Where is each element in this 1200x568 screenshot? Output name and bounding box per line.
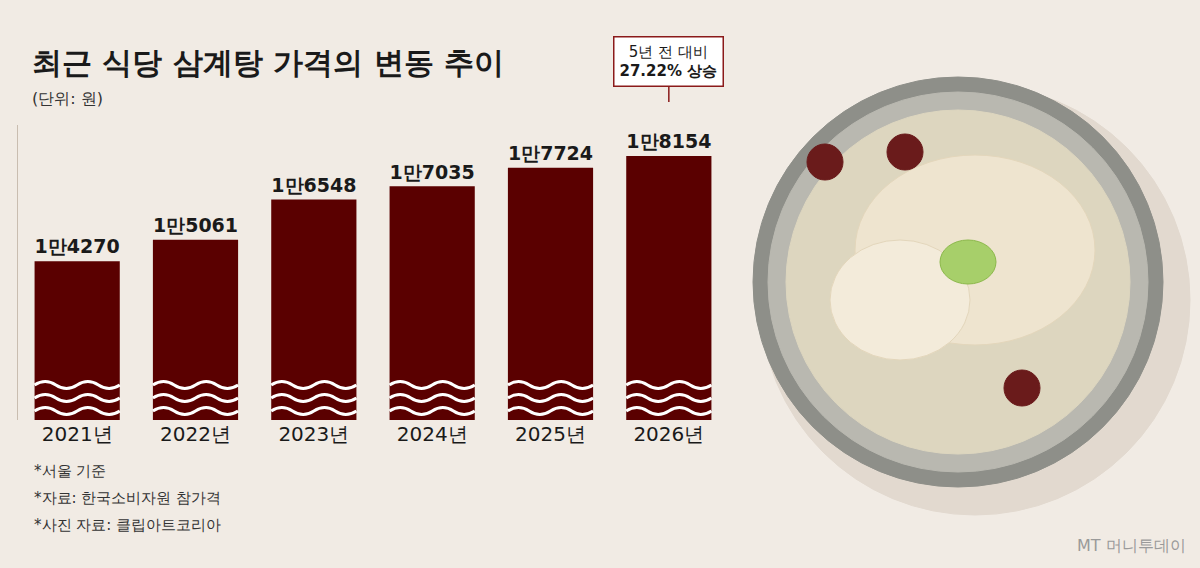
- svg-text:2024년: 2024년: [397, 422, 468, 446]
- svg-text:*서울 기준: *서울 기준: [34, 462, 106, 480]
- svg-text:1만7035: 1만7035: [390, 161, 475, 183]
- svg-text:1만7724: 1만7724: [508, 142, 593, 164]
- svg-text:2021년: 2021년: [42, 422, 113, 446]
- svg-text:2023년: 2023년: [278, 422, 349, 446]
- svg-text:(단위: 원): (단위: 원): [32, 89, 103, 108]
- svg-text:5년 전 대비27.22% 상승: 5년 전 대비27.22% 상승: [620, 43, 718, 81]
- svg-text:1만5061: 1만5061: [153, 214, 238, 236]
- svg-text:*자료: 한국소비자원 참가격: *자료: 한국소비자원 참가격: [34, 489, 221, 507]
- svg-text:1만6548: 1만6548: [271, 174, 356, 196]
- svg-text:1만8154: 1만8154: [626, 130, 711, 152]
- svg-text:2026년: 2026년: [633, 422, 704, 446]
- svg-text:*사진 자료: 클립아트코리아: *사진 자료: 클립아트코리아: [34, 516, 221, 534]
- svg-text:최근 식당 삼계탕 가격의 변동 추이: 최근 식당 삼계탕 가격의 변동 추이: [32, 45, 504, 80]
- svg-text:1만4270: 1만4270: [35, 235, 120, 257]
- svg-text:2022년: 2022년: [160, 422, 231, 446]
- svg-text:2025년: 2025년: [515, 422, 586, 446]
- svg-text:MT 머니투데이: MT 머니투데이: [1077, 536, 1186, 555]
